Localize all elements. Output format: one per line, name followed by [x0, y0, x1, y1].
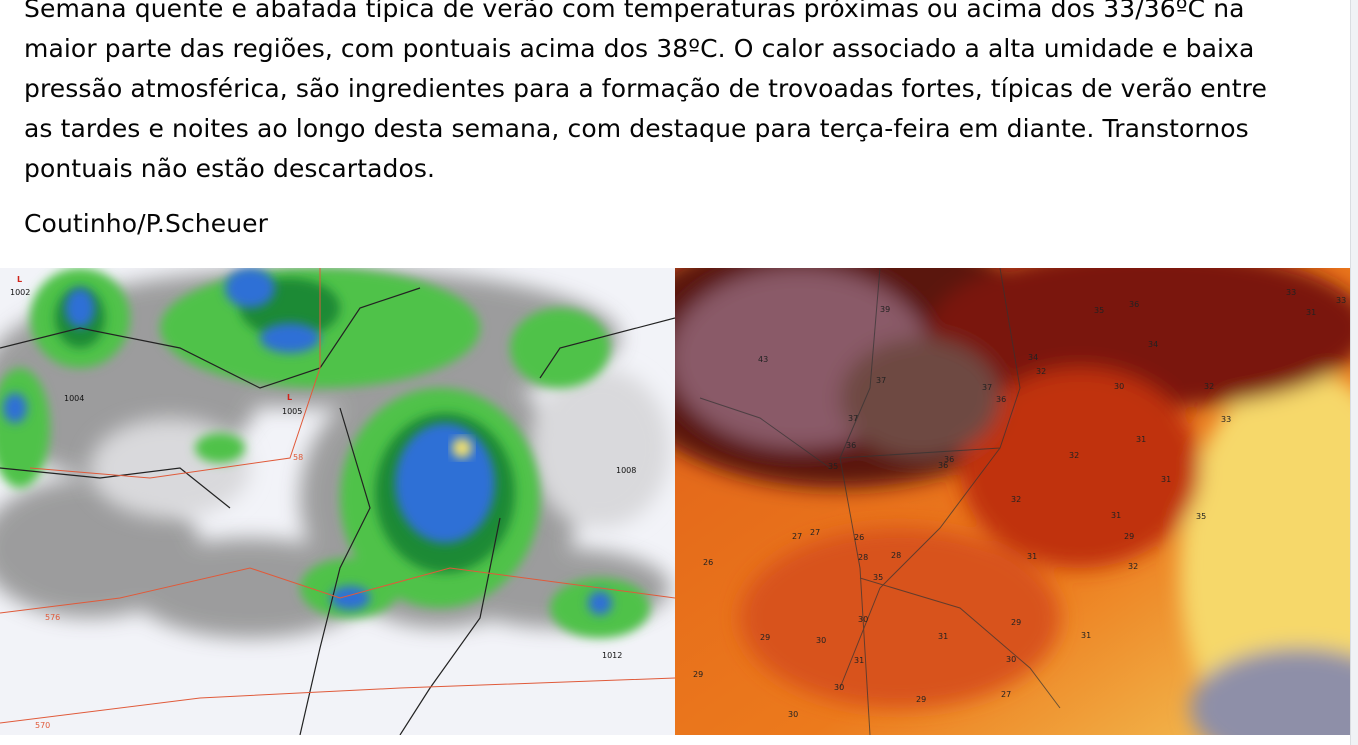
map-label: 30 — [834, 683, 844, 692]
post-text: Semana quente e abafada típica de verão … — [24, 0, 1245, 23]
map-label: 34 — [1148, 340, 1158, 349]
map-label: 29 — [693, 670, 703, 679]
map-label: 35 — [1094, 306, 1104, 315]
post-text: as tardes e noites ao longo desta semana… — [24, 114, 1249, 143]
post-text: maior parte das regiões, com pontuais ac… — [24, 34, 1255, 63]
map-label: 33 — [1286, 288, 1296, 297]
map-label: 30 — [1006, 655, 1016, 664]
map-label: 30 — [1114, 382, 1124, 391]
map-label: 37 — [876, 376, 886, 385]
map-label: 36 — [1129, 300, 1139, 309]
map-label: 29 — [760, 633, 770, 642]
post-image[interactable]: L 1002 1004 L 1005 58 1008 576 1012 570 39 43 37 37 36… — [0, 268, 1350, 735]
map-label: 1002 — [10, 288, 30, 297]
post-text: pontuais não estão descartados. — [24, 154, 436, 183]
map-label: 58 — [293, 453, 303, 462]
map-label: 36 — [938, 461, 948, 470]
map-label: 34 — [1028, 353, 1038, 362]
map-label: 31 — [1161, 475, 1171, 484]
map-label: 1008 — [616, 466, 636, 475]
signature: Coutinho/P.Scheuer — [24, 209, 269, 238]
map-label: 31 — [1081, 631, 1091, 640]
map-label: 570 — [35, 721, 50, 730]
map-label: 1012 — [602, 651, 622, 660]
map-label: 32 — [1011, 495, 1021, 504]
map-label: 33 — [1336, 296, 1346, 305]
map-label: 28 — [858, 553, 868, 562]
map-label: 36 — [944, 455, 954, 464]
map-label: 36 — [996, 395, 1006, 404]
map-label: 31 — [1136, 435, 1146, 444]
map-label: 35 — [828, 462, 838, 471]
map-label: 1005 — [282, 407, 302, 416]
map-label: 32 — [1128, 562, 1138, 571]
map-label: 36 — [846, 441, 856, 450]
map-label: 26 — [703, 558, 713, 567]
map-label: 30 — [858, 615, 868, 624]
map-label: 27 — [810, 528, 820, 537]
map-label: 43 — [758, 355, 768, 364]
map-label: 31 — [1306, 308, 1316, 317]
map-label: 30 — [788, 710, 798, 719]
map-label: 576 — [45, 613, 60, 622]
map-label: 1004 — [64, 394, 84, 403]
map-label: 31 — [1111, 511, 1121, 520]
map-label: 30 — [816, 636, 826, 645]
map-label: 35 — [1196, 512, 1206, 521]
rain-map — [0, 268, 675, 735]
map-label: 37 — [982, 383, 992, 392]
map-label: 31 — [854, 656, 864, 665]
map-label: 33 — [1221, 415, 1231, 424]
map-label: 32 — [1036, 367, 1046, 376]
map-label: 29 — [916, 695, 926, 704]
map-label: 29 — [1124, 532, 1134, 541]
map-label: 32 — [1204, 382, 1214, 391]
map-label: 32 — [1069, 451, 1079, 460]
map-label: 39 — [880, 305, 890, 314]
temperature-map — [675, 268, 1350, 735]
map-label: L — [17, 275, 22, 284]
map-label: 28 — [891, 551, 901, 560]
map-label: 31 — [938, 632, 948, 641]
map-label: 35 — [873, 573, 883, 582]
map-label: 27 — [1001, 690, 1011, 699]
map-label: 31 — [1027, 552, 1037, 561]
map-label: L — [287, 393, 292, 402]
map-label: 29 — [1011, 618, 1021, 627]
map-label: 26 — [854, 533, 864, 542]
map-label: 27 — [792, 532, 802, 541]
post-text: pressão atmosférica, são ingredientes pa… — [24, 74, 1267, 103]
map-label: 37 — [848, 414, 858, 423]
